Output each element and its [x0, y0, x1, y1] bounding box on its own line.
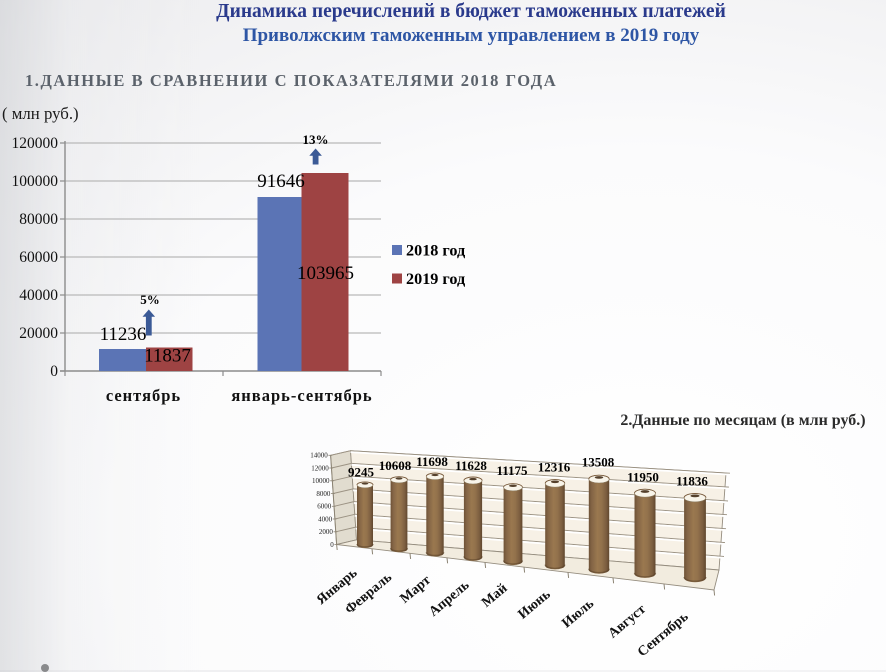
- svg-text:Июль: Июль: [559, 596, 597, 631]
- svg-text:11175: 11175: [496, 463, 528, 478]
- svg-text:9245: 9245: [348, 465, 375, 480]
- svg-text:6000: 6000: [317, 503, 332, 511]
- svg-text:103965: 103965: [297, 263, 354, 284]
- svg-text:10608: 10608: [379, 458, 412, 473]
- svg-text:Апрель: Апрель: [426, 577, 472, 619]
- svg-text:12316: 12316: [538, 460, 571, 475]
- svg-text:11950: 11950: [627, 470, 659, 485]
- svg-text:13508: 13508: [582, 455, 615, 470]
- svg-text:12000: 12000: [311, 464, 329, 472]
- svg-text:120000: 120000: [12, 135, 59, 152]
- svg-text:80000: 80000: [19, 211, 58, 228]
- svg-text:2018 год: 2018 год: [406, 242, 465, 260]
- svg-text:Март: Март: [398, 573, 434, 607]
- svg-text:40000: 40000: [19, 287, 58, 304]
- svg-text:11837: 11837: [144, 346, 191, 367]
- svg-text:сентябрь: сентябрь: [106, 386, 181, 405]
- svg-text:Август: Август: [606, 602, 649, 642]
- svg-text:0: 0: [50, 363, 58, 380]
- svg-text:11236: 11236: [100, 324, 147, 345]
- svg-text:4000: 4000: [318, 515, 333, 523]
- svg-text:Июнь: Июнь: [516, 587, 554, 623]
- svg-text:60000: 60000: [19, 249, 58, 266]
- svg-text:100000: 100000: [12, 173, 59, 190]
- svg-text:10000: 10000: [312, 477, 330, 485]
- svg-text:91646: 91646: [257, 171, 305, 192]
- svg-text:20000: 20000: [19, 325, 58, 342]
- svg-text:11628: 11628: [455, 458, 487, 473]
- svg-text:2000: 2000: [319, 528, 334, 536]
- svg-text:14000: 14000: [310, 452, 328, 460]
- svg-text:2019 год: 2019 год: [406, 270, 465, 288]
- svg-text:январь-сентябрь: январь-сентябрь: [231, 386, 372, 405]
- svg-text:11836: 11836: [676, 474, 708, 489]
- svg-text:5%: 5%: [140, 292, 160, 307]
- svg-text:11698: 11698: [416, 454, 448, 469]
- svg-text:Май: Май: [479, 581, 510, 611]
- svg-text:0: 0: [330, 541, 334, 549]
- svg-text:8000: 8000: [316, 490, 331, 498]
- svg-text:13%: 13%: [303, 132, 329, 147]
